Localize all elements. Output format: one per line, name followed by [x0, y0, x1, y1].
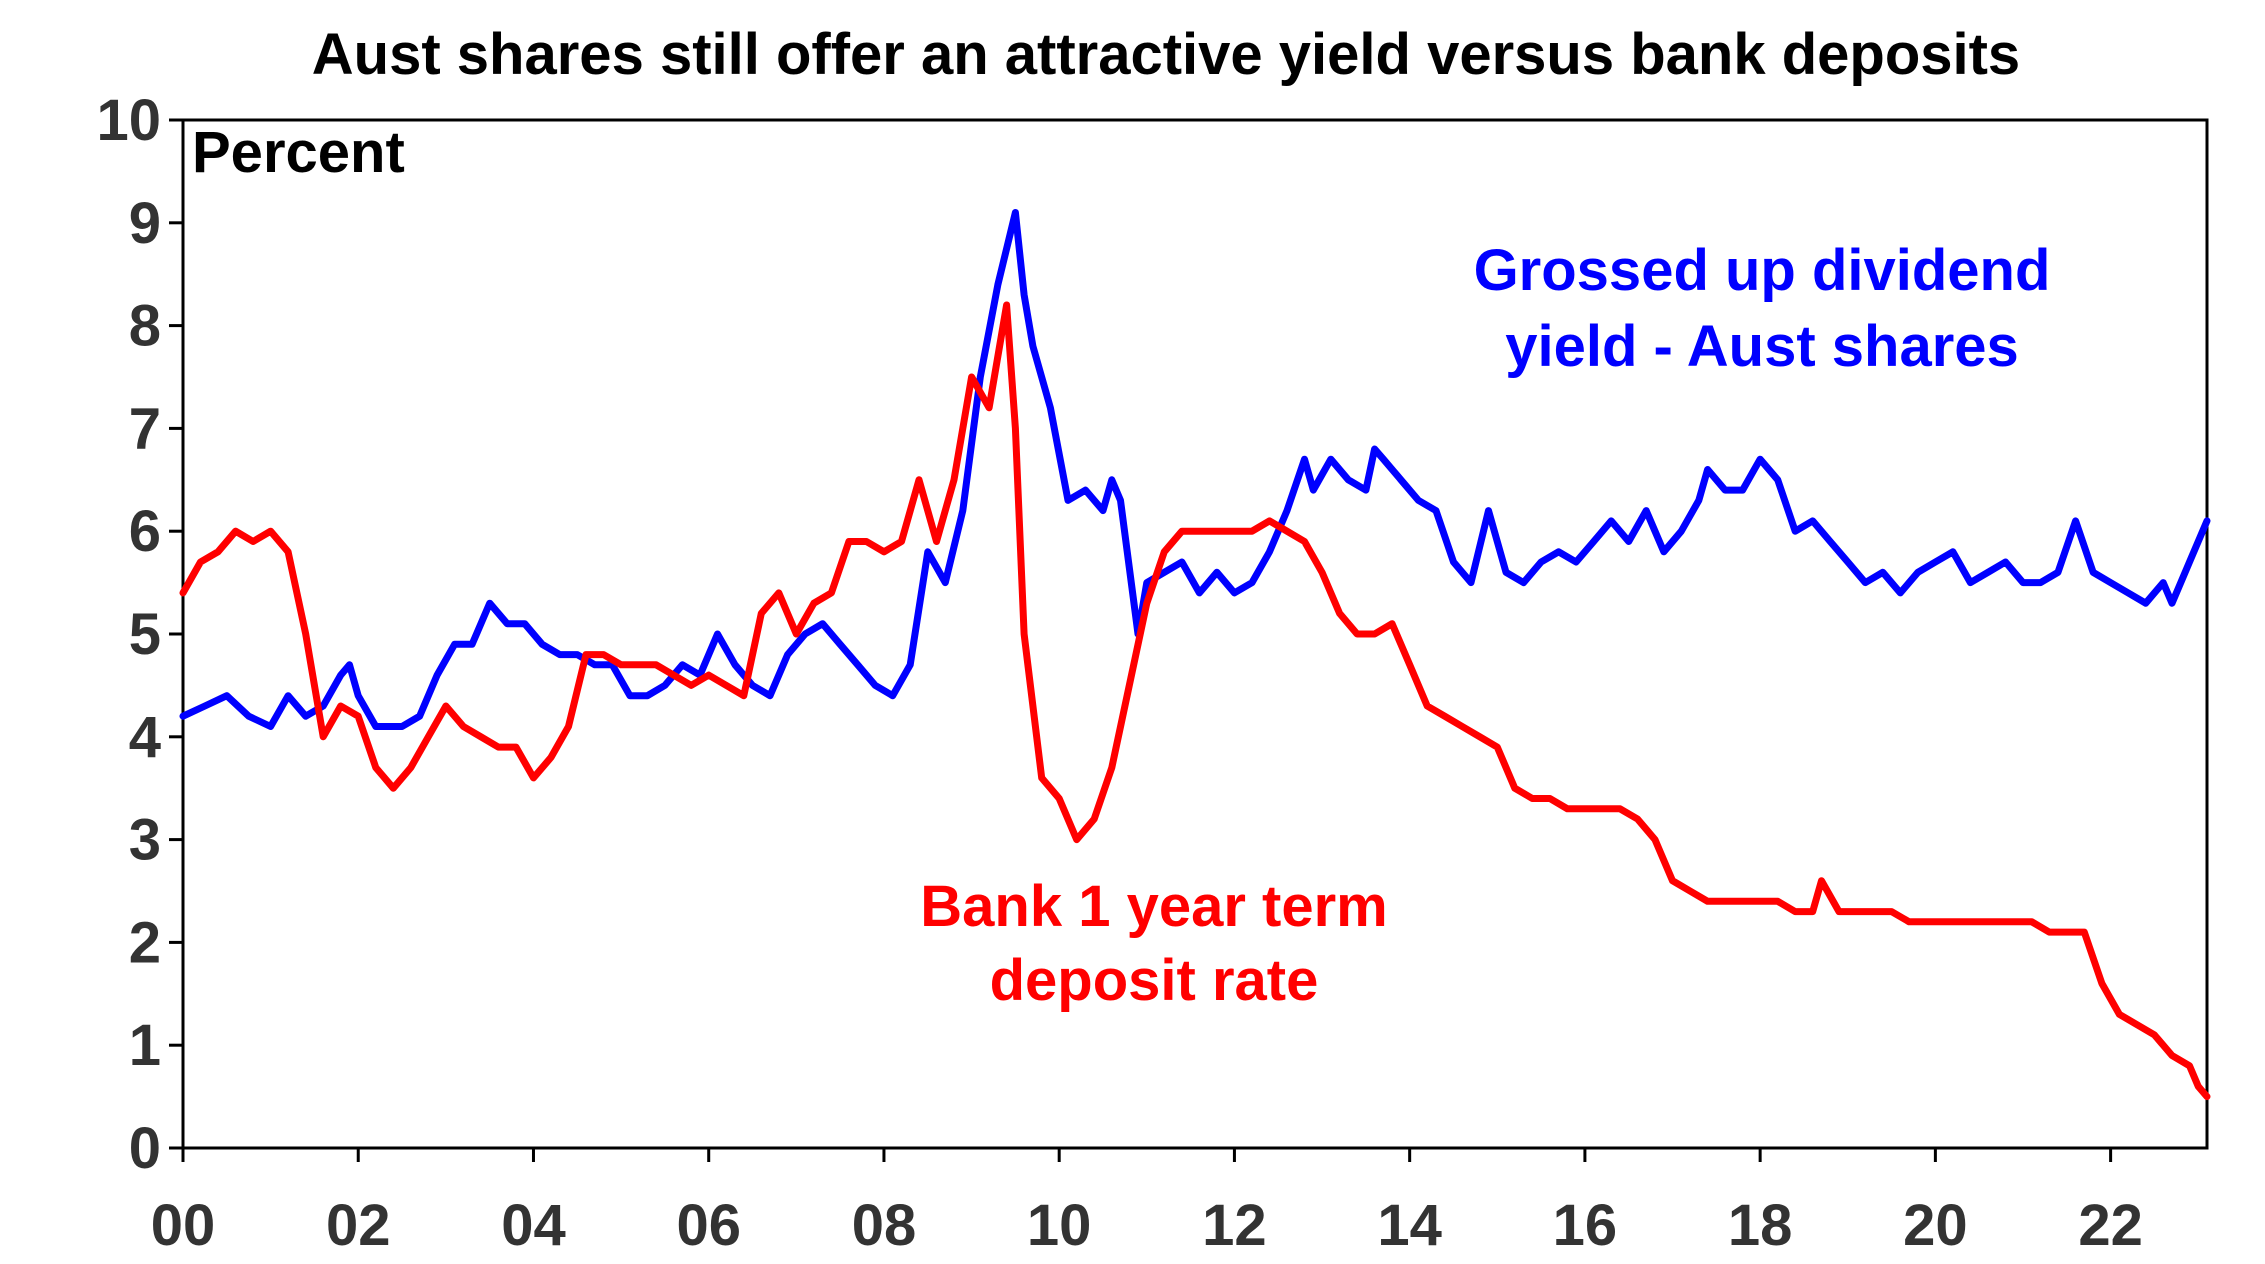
x-tick-label: 18: [1728, 1193, 1793, 1258]
x-tick-label: 06: [676, 1193, 741, 1258]
x-axis: 00 02 04 06 08 10 12 14 16 18 20 22: [151, 1148, 2143, 1258]
series-line-1: [179, 301, 2211, 1101]
series-label-1: Bank 1 year term: [920, 874, 1387, 939]
x-tick-label: 12: [1202, 1193, 1267, 1258]
x-tick-label: 20: [1903, 1193, 1968, 1258]
y-tick-label: 5: [129, 602, 161, 667]
x-tick-label: 22: [2078, 1193, 2143, 1258]
y-axis: 0 1 2 3 4 5 6 7 8 9 10: [96, 88, 183, 1181]
x-tick-label: 04: [501, 1193, 566, 1258]
series-lines: [179, 209, 2211, 1101]
series-labels: Grossed up dividend yield - Aust shares Ba…: [920, 238, 2050, 1013]
x-tick-label: 10: [1027, 1193, 1092, 1258]
x-tick-label: 16: [1553, 1193, 1618, 1258]
y-tick-label: 6: [129, 499, 161, 564]
y-tick-label: 10: [96, 88, 161, 153]
y-tick-label: 2: [129, 910, 161, 975]
y-tick-label: 8: [129, 294, 161, 359]
series-line-0: [179, 209, 2211, 730]
x-tick-label: 00: [151, 1193, 216, 1258]
series-label-1: deposit rate: [990, 948, 1319, 1013]
y-tick-label: 1: [129, 1013, 161, 1078]
y-tick-label: 7: [129, 396, 161, 461]
chart-title: Aust shares still offer an attractive yi…: [312, 22, 2020, 87]
x-tick-label: 14: [1377, 1193, 1442, 1258]
series-label-0: Grossed up dividend: [1474, 238, 2051, 303]
y-tick-label: 4: [129, 705, 161, 770]
series-label-0: yield - Aust shares: [1505, 314, 2019, 379]
y-tick-label: 3: [129, 808, 161, 873]
x-tick-label: 08: [852, 1193, 917, 1258]
y-tick-label: 9: [129, 191, 161, 256]
y-tick-label: 0: [129, 1116, 161, 1181]
y-axis-unit-label: Percent: [192, 120, 405, 185]
x-tick-label: 02: [326, 1193, 391, 1258]
